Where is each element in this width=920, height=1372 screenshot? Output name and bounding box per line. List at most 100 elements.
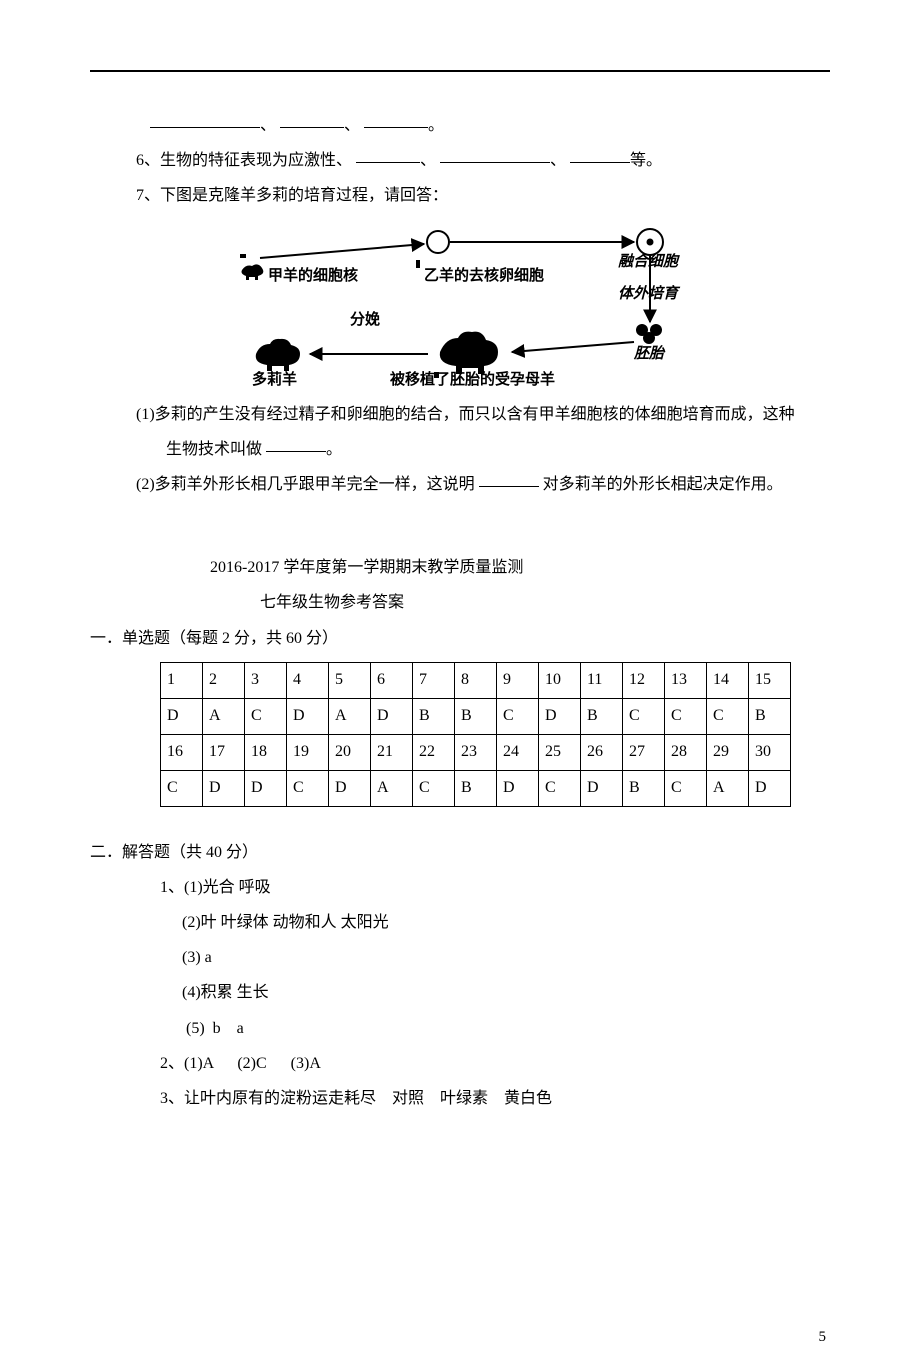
table-cell: A — [329, 698, 371, 734]
table-cell: 20 — [329, 734, 371, 770]
table-cell: 14 — [707, 662, 749, 698]
q6-prefix: 6、生物的特征表现为应激性、 — [136, 152, 352, 169]
ans-1-5: (5) b a — [90, 1011, 830, 1046]
label-invitro: 体外培育 — [618, 284, 681, 302]
table-cell: 27 — [623, 734, 665, 770]
ans-1-4: (4)积累 生长 — [90, 975, 830, 1010]
table-cell: D — [245, 770, 287, 806]
answer-title-1: 2016-2017 学年度第一学期期末教学质量监测 — [90, 550, 830, 585]
table-cell: 22 — [413, 734, 455, 770]
table-row: C D D C D A C B D C D B C A D — [161, 770, 791, 806]
table-cell: A — [707, 770, 749, 806]
part1-heading: 一．单选题（每题 2 分，共 60 分） — [90, 621, 830, 656]
table-cell: 9 — [497, 662, 539, 698]
sheep-small-icon — [242, 264, 264, 280]
exam-page: 、 、 。 6、生物的特征表现为应激性、 、 、 等。 7、下图是克隆羊多莉的培… — [0, 70, 920, 1372]
table-cell: 18 — [245, 734, 287, 770]
table-cell: D — [749, 770, 791, 806]
label-embryo: 胚胎 — [633, 345, 666, 362]
table-cell: 15 — [749, 662, 791, 698]
egg-cell-icon — [427, 231, 449, 253]
table-cell: C — [245, 698, 287, 734]
sep: 、 — [344, 117, 360, 134]
top-horizontal-rule — [90, 70, 830, 72]
table-cell: D — [161, 698, 203, 734]
sep: 、 — [550, 152, 566, 169]
sep: 、 — [420, 152, 436, 169]
table-cell: B — [581, 698, 623, 734]
ans-1-1: 1、(1)光合 呼吸 — [90, 870, 830, 905]
answer-title-2: 七年级生物参考答案 — [90, 585, 830, 620]
table-cell: A — [203, 698, 245, 734]
q7-text: 7、下图是克隆羊多莉的培育过程，请回答： — [136, 187, 448, 204]
label-yi-cell: 乙羊的去核卵细胞 — [424, 266, 544, 284]
label-jia-nucleus: 甲羊的细胞核 — [268, 266, 358, 284]
table-cell: C — [707, 698, 749, 734]
table-cell: 13 — [665, 662, 707, 698]
q7-stem: 7、下图是克隆羊多莉的培育过程，请回答： — [90, 178, 830, 213]
sep: 、 — [260, 117, 276, 134]
table-cell: 4 — [287, 662, 329, 698]
table-cell: 10 — [539, 662, 581, 698]
part2-heading: 二．解答题（共 40 分） — [90, 835, 830, 870]
table-cell: C — [539, 770, 581, 806]
q6-tail: 等。 — [630, 152, 662, 169]
table-cell: B — [455, 770, 497, 806]
ans-1-3: (3) a — [90, 940, 830, 975]
blank — [280, 114, 344, 128]
blank — [150, 114, 260, 128]
table-cell: A — [371, 770, 413, 806]
table-cell: 30 — [749, 734, 791, 770]
blank — [570, 149, 630, 163]
q6: 6、生物的特征表现为应激性、 、 、 等。 — [90, 143, 830, 178]
table-row: D A C D A D B B C D B C C C B — [161, 698, 791, 734]
table-cell: 2 — [203, 662, 245, 698]
table-cell: B — [749, 698, 791, 734]
q7-1b: 生物技术叫做 — [166, 441, 262, 458]
table-cell: 7 — [413, 662, 455, 698]
table-cell: 1 — [161, 662, 203, 698]
table-cell: 26 — [581, 734, 623, 770]
table-cell: B — [623, 770, 665, 806]
table-cell: 11 — [581, 662, 623, 698]
q7-1-line1: (1)多莉的产生没有经过精子和卵细胞的结合，而只以含有甲羊细胞核的体细胞培育而成… — [90, 397, 830, 432]
table-cell: 17 — [203, 734, 245, 770]
period: 。 — [428, 117, 444, 134]
blank — [440, 149, 550, 163]
table-cell: 3 — [245, 662, 287, 698]
table-cell: 29 — [707, 734, 749, 770]
table-cell: B — [455, 698, 497, 734]
table-cell: D — [497, 770, 539, 806]
embryo-icon — [636, 324, 662, 344]
table-cell: C — [665, 770, 707, 806]
dolly-sheep-icon — [256, 338, 300, 370]
q7-2: (2)多莉羊外形长相几乎跟甲羊完全一样，这说明 对多莉羊的外形长相起决定作用。 — [90, 467, 830, 502]
q7-1a: (1)多莉的产生没有经过精子和卵细胞的结合，而只以含有甲羊细胞核的体细胞培育而成… — [136, 406, 795, 423]
blank — [356, 149, 420, 163]
q7-1-line2: 生物技术叫做 。 — [90, 432, 830, 467]
table-cell: 25 — [539, 734, 581, 770]
table-cell: D — [371, 698, 413, 734]
table-row: 16 17 18 19 20 21 22 23 24 25 26 27 28 2… — [161, 734, 791, 770]
answer-table: 1 2 3 4 5 6 7 8 9 10 11 12 13 14 15 D A … — [160, 662, 791, 807]
table-cell: 28 — [665, 734, 707, 770]
table-cell: 5 — [329, 662, 371, 698]
q5-tail: 、 、 。 — [90, 108, 830, 143]
table-cell: 24 — [497, 734, 539, 770]
table-cell: B — [413, 698, 455, 734]
table-cell: D — [203, 770, 245, 806]
table-row: 1 2 3 4 5 6 7 8 9 10 11 12 13 14 15 — [161, 662, 791, 698]
table-cell: D — [329, 770, 371, 806]
blank — [479, 473, 539, 487]
q7-2a: (2)多莉羊外形长相几乎跟甲羊完全一样，这说明 — [136, 476, 475, 493]
table-cell: 6 — [371, 662, 413, 698]
label-delivery: 分娩 — [350, 310, 380, 328]
table-cell: 12 — [623, 662, 665, 698]
blank — [364, 114, 428, 128]
table-cell: C — [413, 770, 455, 806]
label-surrogate: 被移植了胚胎的受孕母羊 — [390, 370, 555, 388]
period: 。 — [326, 441, 342, 458]
table-cell: C — [161, 770, 203, 806]
label-dolly: 多莉羊 — [252, 370, 297, 388]
table-cell: C — [497, 698, 539, 734]
